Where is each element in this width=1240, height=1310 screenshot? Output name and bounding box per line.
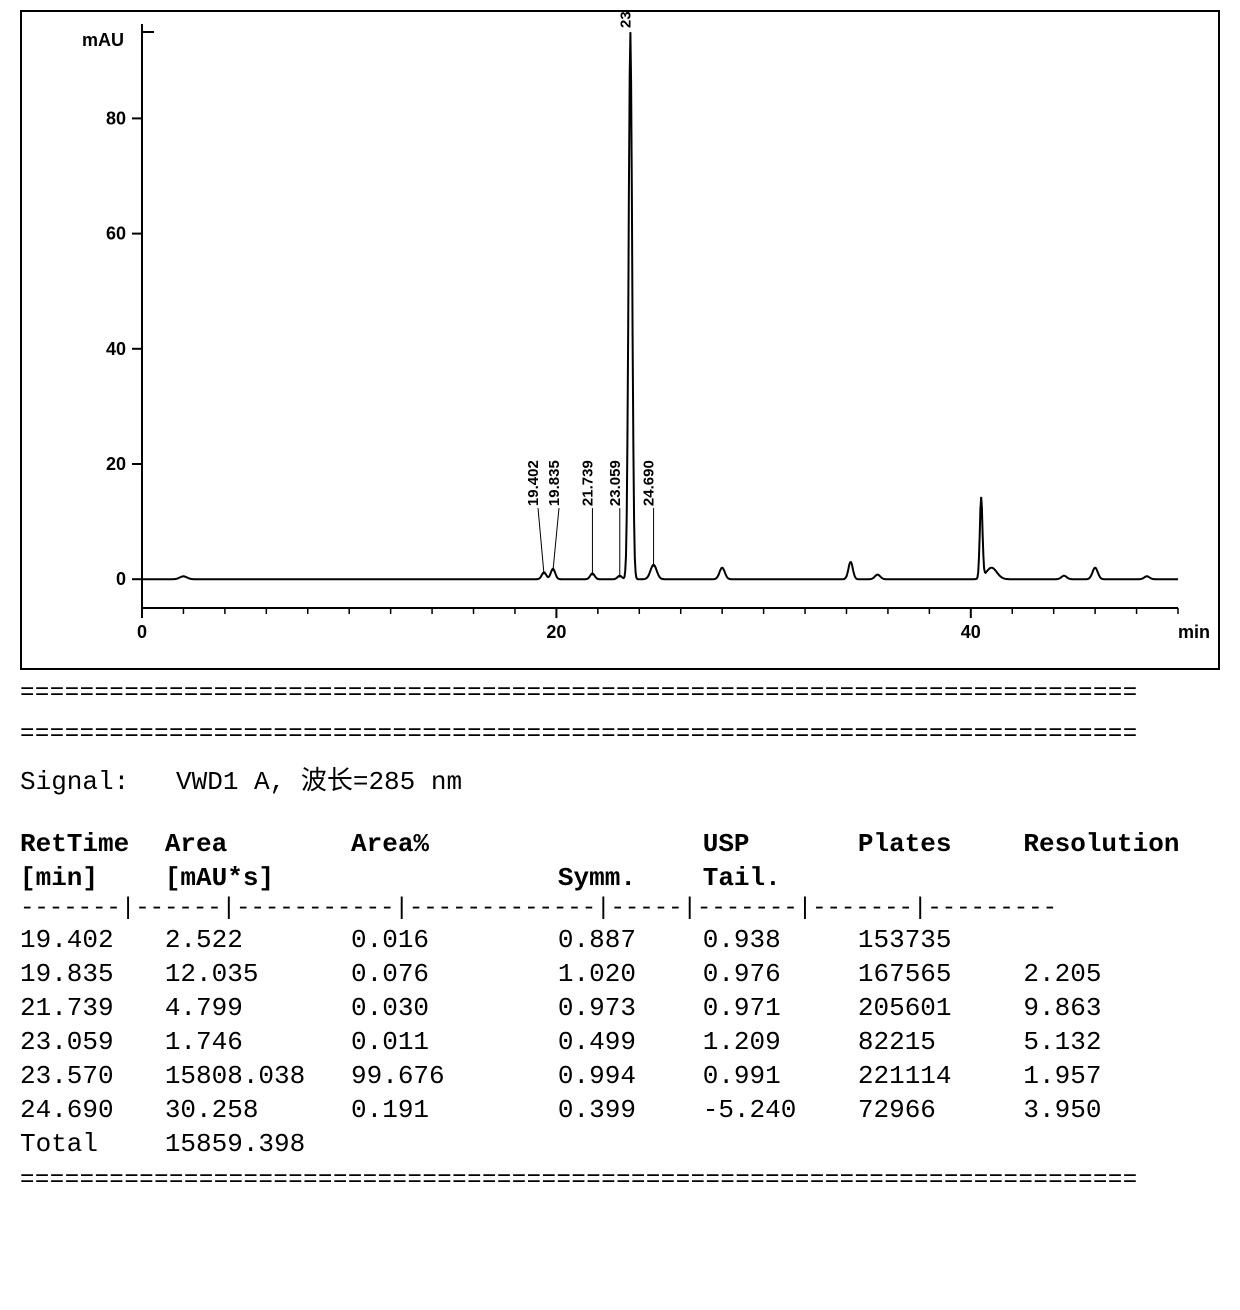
svg-text:20: 20 bbox=[546, 622, 566, 642]
x-axis-label: min bbox=[1178, 622, 1210, 642]
table-header-row-2: [min][mAU*s] Symm.Tail. bbox=[20, 861, 1220, 895]
signal-line: Signal: VWD1 A, 波长=285 nm bbox=[20, 760, 1220, 797]
dash-cell: -------|------|-----------|-------------… bbox=[20, 895, 1220, 923]
table-row: 19.83512.0350.0761.0200.9761675652.205 bbox=[20, 957, 1220, 991]
table-cell: 205601 bbox=[858, 991, 1024, 1025]
svg-text:40: 40 bbox=[961, 622, 981, 642]
table-cell: 0.499 bbox=[558, 1025, 703, 1059]
peak-label: 23.059 bbox=[607, 460, 624, 506]
chromatogram-chart: 0 20 40 60 80 mAU 0 20 40 min 19.40219.835 21.739 23… bbox=[20, 10, 1220, 670]
table-cell: 0.030 bbox=[351, 991, 558, 1025]
table-cell: 0.191 bbox=[351, 1093, 558, 1127]
table-cell: 30.258 bbox=[165, 1093, 351, 1127]
table-cell: -5.240 bbox=[703, 1093, 858, 1127]
table-cell: 0.016 bbox=[351, 923, 558, 957]
svg-text:0: 0 bbox=[137, 622, 147, 642]
table-cell: 167565 bbox=[858, 957, 1024, 991]
table-cell: 99.676 bbox=[351, 1059, 558, 1093]
col-subheader: [mAU*s] bbox=[165, 861, 351, 895]
svg-text:0: 0 bbox=[116, 569, 126, 589]
total-label: Total bbox=[20, 1127, 165, 1161]
peak-label: 21.739 bbox=[579, 460, 596, 506]
peak-label: 24.690 bbox=[641, 460, 658, 506]
col-subheader bbox=[351, 861, 558, 895]
col-header: Area% bbox=[351, 827, 558, 861]
table-cell: 4.799 bbox=[165, 991, 351, 1025]
total-value: 15859.398 bbox=[165, 1127, 1220, 1161]
table-cell: 2.205 bbox=[1023, 957, 1220, 991]
table-cell: 0.991 bbox=[703, 1059, 858, 1093]
col-header: Plates bbox=[858, 827, 1024, 861]
peak-label: 23.570 bbox=[617, 12, 634, 28]
table-cell: 82215 bbox=[858, 1025, 1024, 1059]
signal-label: Signal: bbox=[20, 767, 129, 797]
col-header: Area bbox=[165, 827, 351, 861]
divider-3: ========================================… bbox=[20, 1167, 1220, 1196]
table-cell: 23.570 bbox=[20, 1059, 165, 1093]
svg-text:80: 80 bbox=[106, 108, 126, 128]
table-cell: 0.011 bbox=[351, 1025, 558, 1059]
chromatogram-trace bbox=[142, 32, 1178, 579]
table-cell: 1.957 bbox=[1023, 1059, 1220, 1093]
chromatogram-svg: 0 20 40 60 80 mAU 0 20 40 min 19.40219.835 21.739 23… bbox=[22, 12, 1218, 668]
table-cell: 23.059 bbox=[20, 1025, 165, 1059]
svg-text:60: 60 bbox=[106, 224, 126, 244]
table-cell: 1.746 bbox=[165, 1025, 351, 1059]
table-cell: 0.976 bbox=[703, 957, 858, 991]
table-cell bbox=[1023, 923, 1220, 957]
divider-2: ========================================… bbox=[20, 721, 1220, 750]
peak-label: 19.402 bbox=[525, 460, 542, 506]
table-total-row: Total 15859.398 bbox=[20, 1127, 1220, 1161]
table-cell: 221114 bbox=[858, 1059, 1024, 1093]
peak-table: RetTimeAreaArea% USPPlatesResolution [min… bbox=[20, 827, 1220, 1161]
col-header: USP bbox=[703, 827, 858, 861]
svg-text:40: 40 bbox=[106, 339, 126, 359]
table-cell: 21.739 bbox=[20, 991, 165, 1025]
table-cell: 0.994 bbox=[558, 1059, 703, 1093]
table-cell: 0.973 bbox=[558, 991, 703, 1025]
table-header-row-1: RetTimeAreaArea% USPPlatesResolution bbox=[20, 827, 1220, 861]
table-cell: 3.950 bbox=[1023, 1093, 1220, 1127]
col-subheader: Tail. bbox=[703, 861, 858, 895]
table-cell: 1.020 bbox=[558, 957, 703, 991]
table-row: 23.0591.7460.0110.4991.209822155.132 bbox=[20, 1025, 1220, 1059]
table-row: 19.4022.5220.0160.8870.938153735 bbox=[20, 923, 1220, 957]
table-cell: 15808.038 bbox=[165, 1059, 351, 1093]
col-subheader bbox=[858, 861, 1024, 895]
table-cell: 0.399 bbox=[558, 1093, 703, 1127]
col-subheader: Symm. bbox=[558, 861, 703, 895]
table-cell: 12.035 bbox=[165, 957, 351, 991]
table-cell: 5.132 bbox=[1023, 1025, 1220, 1059]
col-header bbox=[558, 827, 703, 861]
table-cell: 19.835 bbox=[20, 957, 165, 991]
table-cell: 72966 bbox=[858, 1093, 1024, 1127]
table-cell: 0.076 bbox=[351, 957, 558, 991]
divider-1: ========================================… bbox=[20, 680, 1220, 709]
svg-text:20: 20 bbox=[106, 454, 126, 474]
table-row: 23.57015808.03899.6760.9940.9912211141.9… bbox=[20, 1059, 1220, 1093]
table-cell: 153735 bbox=[858, 923, 1024, 957]
table-dash-row: -------|------|-----------|-------------… bbox=[20, 895, 1220, 923]
table-cell: 0.887 bbox=[558, 923, 703, 957]
peak-label: 19.835 bbox=[546, 460, 563, 506]
table-cell: 2.522 bbox=[165, 923, 351, 957]
table-cell: 0.938 bbox=[703, 923, 858, 957]
table-cell: 0.971 bbox=[703, 991, 858, 1025]
table-row: 24.69030.2580.1910.399-5.240729663.950 bbox=[20, 1093, 1220, 1127]
col-header: Resolution bbox=[1023, 827, 1220, 861]
signal-value: VWD1 A, 波长=285 nm bbox=[176, 767, 462, 797]
table-row: 21.7394.7990.0300.9730.9712056019.863 bbox=[20, 991, 1220, 1025]
col-header: RetTime bbox=[20, 827, 165, 861]
table-cell: 1.209 bbox=[703, 1025, 858, 1059]
col-subheader: [min] bbox=[20, 861, 165, 895]
col-subheader bbox=[1023, 861, 1220, 895]
table-cell: 24.690 bbox=[20, 1093, 165, 1127]
table-cell: 19.402 bbox=[20, 923, 165, 957]
table-cell: 9.863 bbox=[1023, 991, 1220, 1025]
y-axis-label: mAU bbox=[82, 30, 124, 50]
